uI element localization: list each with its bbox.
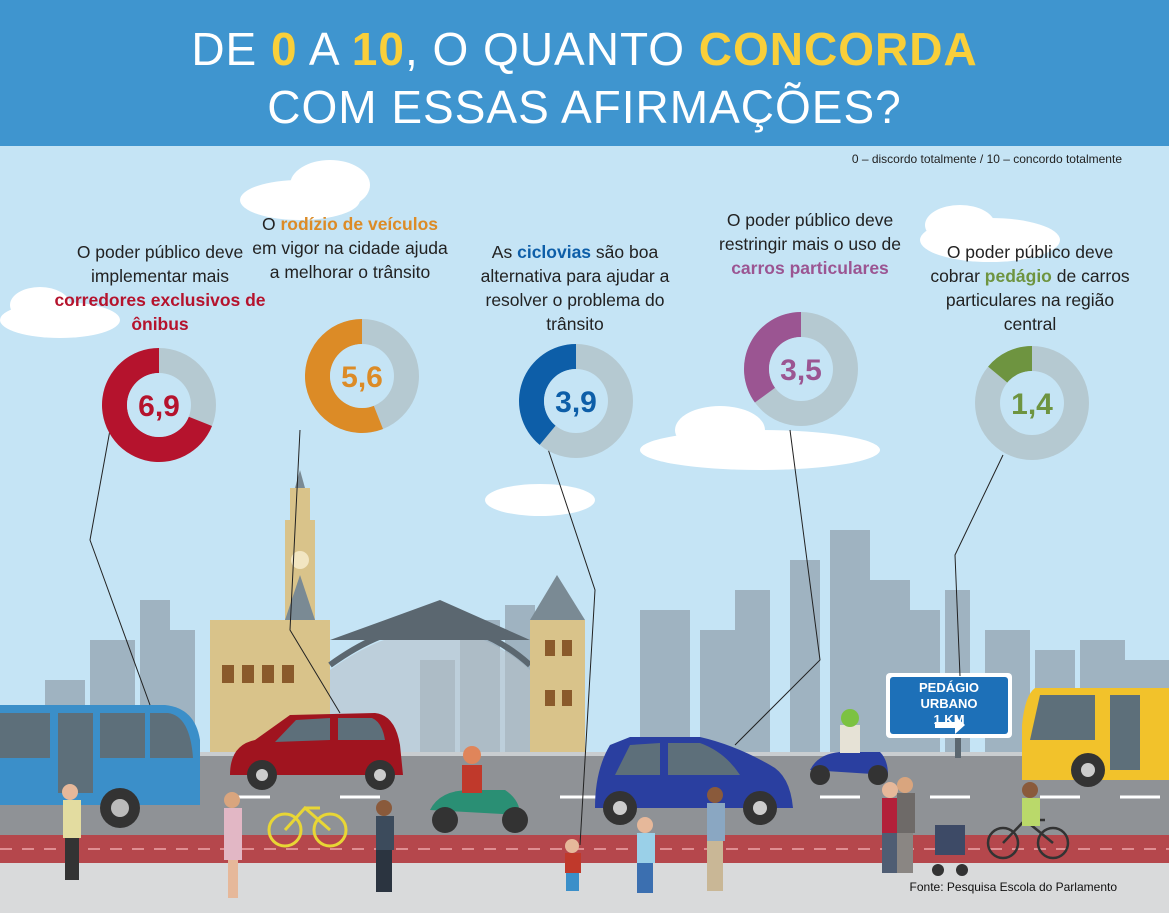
statement-text: O <box>261 214 281 234</box>
clouds <box>0 160 1060 516</box>
donut-value-label: 5,6 <box>341 361 383 394</box>
donut-ciclovias: 3,9 <box>519 344 633 458</box>
donut-value-arc <box>744 312 801 403</box>
statement-text: As <box>491 242 518 262</box>
road-sign <box>886 673 1012 758</box>
statement-text: O poder público deve cobrar <box>930 242 1114 286</box>
donut-value-arc <box>519 344 576 445</box>
statement-text: O poder público deve implementar mais <box>76 242 244 286</box>
red-car <box>230 713 403 790</box>
bus-left <box>0 705 200 828</box>
donut-value-label: 6,9 <box>138 390 180 423</box>
donut-value-label: 1,4 <box>1011 388 1053 421</box>
road-sign-line2: 1 KM <box>933 712 965 727</box>
donut-value-label: 3,5 <box>780 354 822 387</box>
road-sign-line1: PEDÁGIO URBANO <box>919 680 979 711</box>
donut-corredores: 6,9 <box>102 348 216 463</box>
headline-part: A <box>297 23 352 75</box>
statement-text: O poder público deve restringir mais o u… <box>719 210 901 254</box>
statement-5: O poder público deve cobrar pedágio de c… <box>930 240 1130 336</box>
donut-value-arc <box>102 348 212 463</box>
sidewalk <box>0 863 1169 913</box>
statement-text: de carros particulares na região central <box>945 266 1130 334</box>
headline-highlight-concorda: CONCORDA <box>698 23 978 75</box>
headline-line2: COM ESSAS AFIRMAÇÕES? <box>267 81 902 133</box>
donut-hole <box>544 369 608 433</box>
source-note: Fonte: Pesquisa Escola do Parlamento <box>909 880 1117 894</box>
headline-highlight-ten: 10 <box>351 23 405 75</box>
blue-car <box>595 737 793 825</box>
donut-hole <box>127 373 191 437</box>
statement-highlight: rodízio de veículos <box>280 214 439 234</box>
donut-value-arc <box>304 319 383 433</box>
donut-hole <box>330 344 394 408</box>
headline-highlight-zero: 0 <box>271 23 298 75</box>
pedestrians <box>62 777 1040 898</box>
statement-2: O rodízio de veículos em vigor na cidade… <box>250 212 450 284</box>
scooter-blue <box>810 709 888 785</box>
headline-part: DE <box>191 23 271 75</box>
donut-value-label: 3,9 <box>555 386 597 419</box>
statement-highlight: corredores exclusivos de ônibus <box>54 290 266 334</box>
statement-highlight: ciclovias <box>517 242 592 262</box>
statement-highlight: carros particulares <box>731 258 889 278</box>
donut-carros-particulares: 3,5 <box>744 312 858 426</box>
donut-hole <box>1000 371 1064 435</box>
road-sign-text: PEDÁGIO URBANO 1 KM <box>890 680 1008 728</box>
leader-lines <box>89 429 1004 846</box>
statement-text: em vigor na cidade ajuda a melhorar o tr… <box>252 238 448 282</box>
bus-right <box>1022 688 1169 787</box>
statement-3: As ciclovias são boa alternativa para aj… <box>475 240 675 336</box>
statement-1: O poder público deve implementar mais co… <box>50 240 270 336</box>
statement-4: O poder público deve restringir mais o u… <box>715 208 905 280</box>
bicycle-yellow <box>267 805 348 848</box>
donut-value-arc <box>988 346 1032 383</box>
header: DE 0 A 10, O QUANTO CONCORDA COM ESSAS A… <box>0 0 1169 146</box>
donut-pedagio: 1,4 <box>975 346 1089 460</box>
donut-hole <box>769 337 833 401</box>
donut-rodizio: 5,6 <box>304 319 419 433</box>
headline-line1: DE 0 A 10, O QUANTO CONCORDA <box>0 22 1169 76</box>
headline-part: , O QUANTO <box>404 23 699 75</box>
statement-text: são boa alternativa para ajudar a resolv… <box>480 242 670 334</box>
statement-highlight: pedágio <box>984 266 1052 286</box>
scooter-green <box>430 746 528 833</box>
scale-note: 0 – discordo totalmente / 10 – concordo … <box>851 152 1122 166</box>
